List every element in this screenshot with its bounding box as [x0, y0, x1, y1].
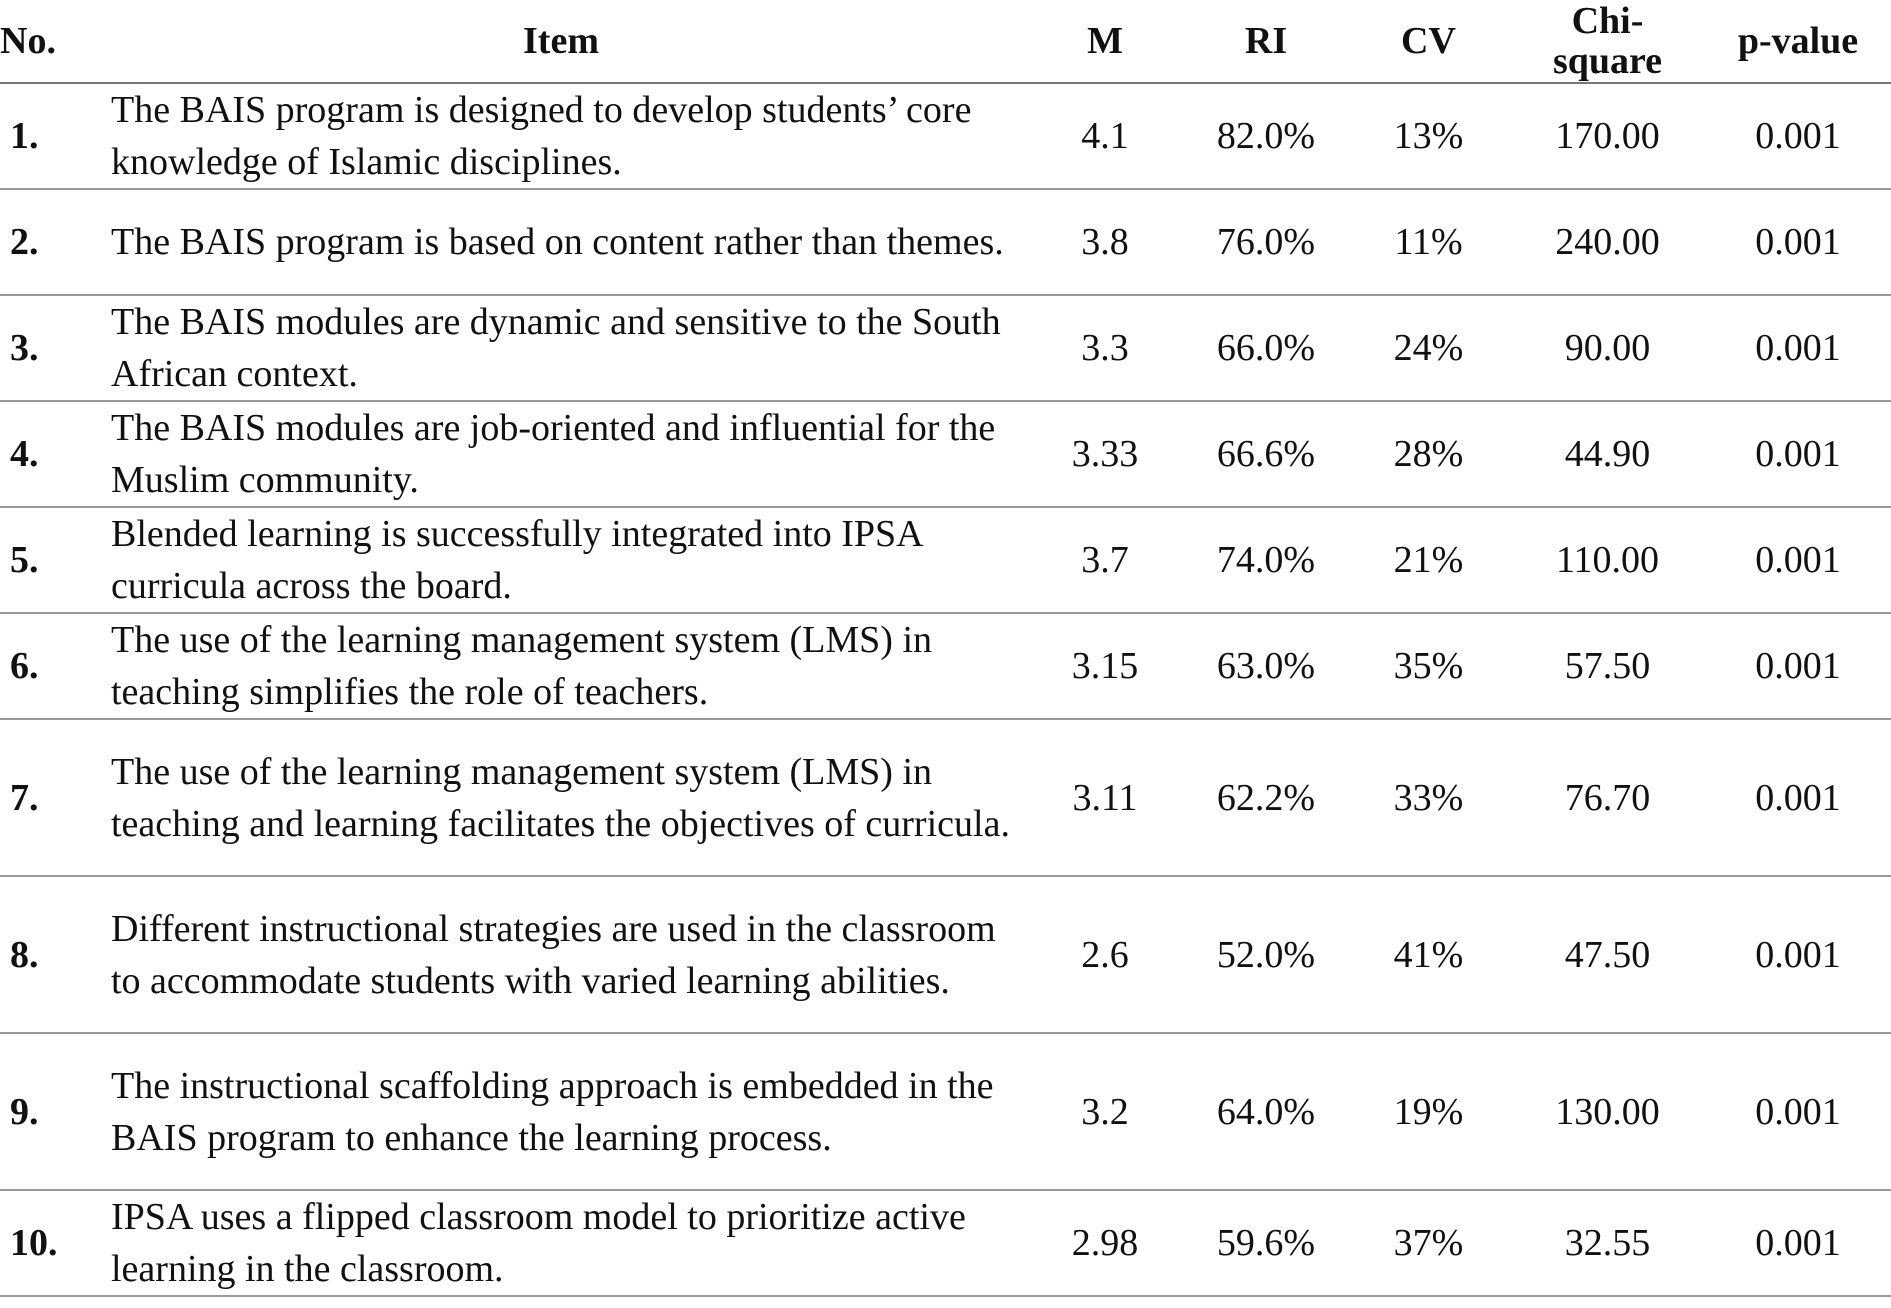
- header-row: No. Item M RI CV Chi-square p-value: [0, 0, 1891, 84]
- cell: 0.001: [1705, 1190, 1891, 1297]
- cell: 47.50: [1510, 876, 1705, 1034]
- table-body: 1. The BAIS program is designed to develo…: [0, 83, 1891, 1297]
- cell: 130.00: [1510, 1033, 1705, 1191]
- cell: 63.0%: [1185, 613, 1347, 720]
- cell: 66.6%: [1185, 401, 1347, 508]
- cell: 13%: [1347, 83, 1510, 190]
- cell: 90.00: [1510, 295, 1705, 402]
- cell: 6.: [0, 613, 97, 720]
- item-text: The BAIS modules are dynamic and sensiti…: [97, 295, 1025, 402]
- header-cell: Item: [97, 0, 1025, 84]
- cell: 110.00: [1510, 507, 1705, 614]
- cell: 1.: [0, 83, 97, 190]
- cell: 24%: [1347, 295, 1510, 402]
- cell: 3.33: [1025, 401, 1185, 508]
- cell: 82.0%: [1185, 83, 1347, 190]
- cell: 0.001: [1705, 189, 1891, 296]
- header-cell: CV: [1347, 0, 1510, 84]
- cell: 0.001: [1705, 83, 1891, 190]
- cell: 3.7: [1025, 507, 1185, 614]
- cell: 4.: [0, 401, 97, 508]
- table-row: 7. The use of the learning management sys…: [0, 719, 1891, 877]
- header-cell: RI: [1185, 0, 1347, 84]
- item-text: The BAIS modules are job-oriented and in…: [97, 401, 1025, 508]
- cell: 0.001: [1705, 613, 1891, 720]
- cell: 64.0%: [1185, 1033, 1347, 1191]
- item-text: The BAIS program is based on content rat…: [97, 189, 1025, 296]
- cell: 0.001: [1705, 876, 1891, 1034]
- item-text: Blended learning is successfully integra…: [97, 507, 1025, 614]
- cell: 62.2%: [1185, 719, 1347, 877]
- cell: 9.: [0, 1033, 97, 1191]
- item-text: The instructional scaffolding approach i…: [97, 1033, 1025, 1191]
- cell: 3.: [0, 295, 97, 402]
- cell: 2.98: [1025, 1190, 1185, 1297]
- header-cell: Chi-square: [1510, 0, 1705, 84]
- cell: 3.3: [1025, 295, 1185, 402]
- cell: 76.0%: [1185, 189, 1347, 296]
- cell: 57.50: [1510, 613, 1705, 720]
- item-text: The BAIS program is designed to develop …: [97, 83, 1025, 190]
- item-text: IPSA uses a flipped classroom model to p…: [97, 1190, 1025, 1297]
- cell: 28%: [1347, 401, 1510, 508]
- table-row: 10. IPSA uses a flipped classroom model t…: [0, 1190, 1891, 1297]
- item-text: Different instructional strategies are u…: [97, 876, 1025, 1034]
- item-text: The use of the learning management syste…: [97, 613, 1025, 720]
- item-text: The use of the learning management syste…: [97, 719, 1025, 877]
- cell: 0.001: [1705, 507, 1891, 614]
- cell: 240.00: [1510, 189, 1705, 296]
- cell: 2.: [0, 189, 97, 296]
- cell: 3.8: [1025, 189, 1185, 296]
- cell: 0.001: [1705, 1033, 1891, 1191]
- header-cell: No.: [0, 0, 97, 84]
- cell: 4.1: [1025, 83, 1185, 190]
- table-row: 1. The BAIS program is designed to develo…: [0, 83, 1891, 190]
- cell: 11%: [1347, 189, 1510, 296]
- table-row: 9. The instructional scaffolding approach…: [0, 1033, 1891, 1191]
- cell: 37%: [1347, 1190, 1510, 1297]
- cell: 35%: [1347, 613, 1510, 720]
- header-cell: p-value: [1705, 0, 1891, 84]
- cell: 0.001: [1705, 719, 1891, 877]
- cell: 41%: [1347, 876, 1510, 1034]
- cell: 44.90: [1510, 401, 1705, 508]
- cell: 7.: [0, 719, 97, 877]
- cell: 0.001: [1705, 295, 1891, 402]
- cell: 0.001: [1705, 401, 1891, 508]
- cell: 8.: [0, 876, 97, 1034]
- cell: 74.0%: [1185, 507, 1347, 614]
- cell: 5.: [0, 507, 97, 614]
- cell: 52.0%: [1185, 876, 1347, 1034]
- cell: 21%: [1347, 507, 1510, 614]
- cell: 10.: [0, 1190, 97, 1297]
- cell: 3.2: [1025, 1033, 1185, 1191]
- cell: 66.0%: [1185, 295, 1347, 402]
- cell: 2.6: [1025, 876, 1185, 1034]
- cell: 3.11: [1025, 719, 1185, 877]
- table-row: 5. Blended learning is successfully integ…: [0, 507, 1891, 614]
- cell: 59.6%: [1185, 1190, 1347, 1297]
- cell: 3.15: [1025, 613, 1185, 720]
- table-row: 8. Different instructional strategies are…: [0, 876, 1891, 1034]
- cell: 19%: [1347, 1033, 1510, 1191]
- header-cell: M: [1025, 0, 1185, 84]
- table-row: 2. The BAIS program is based on content r…: [0, 189, 1891, 296]
- table-row: 3. The BAIS modules are dynamic and sensi…: [0, 295, 1891, 402]
- cell: 32.55: [1510, 1190, 1705, 1297]
- cell: 33%: [1347, 719, 1510, 877]
- table-row: 6. The use of the learning management sys…: [0, 613, 1891, 720]
- cell: 76.70: [1510, 719, 1705, 877]
- cell: 170.00: [1510, 83, 1705, 190]
- table-row: 4. The BAIS modules are job-oriented and …: [0, 401, 1891, 508]
